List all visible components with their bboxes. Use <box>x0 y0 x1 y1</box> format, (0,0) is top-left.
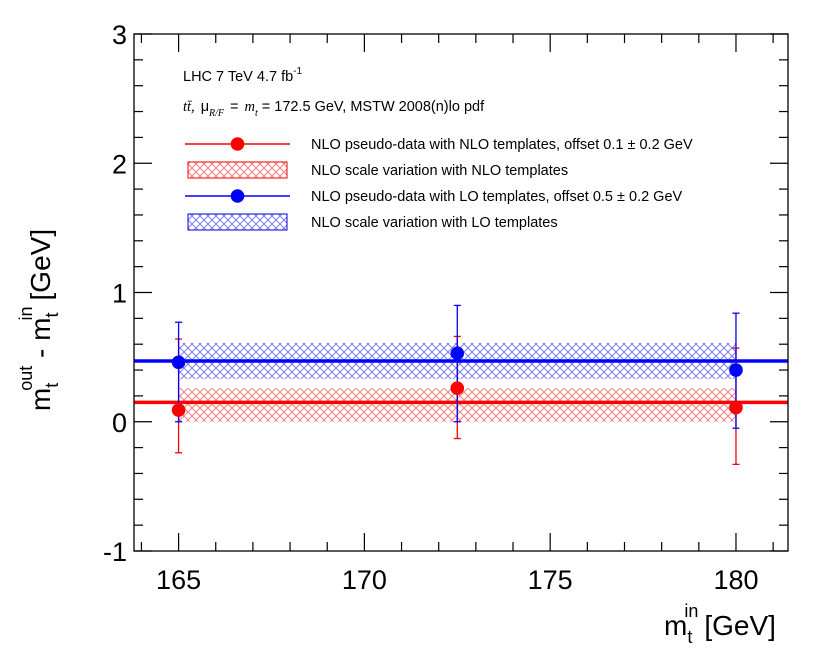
y-title-sub-1: t <box>42 383 62 388</box>
x-title-sup: in <box>684 601 698 621</box>
data-point-s2-p2 <box>450 346 465 361</box>
error-bar-s2-p2 <box>453 304 461 423</box>
legend-marker-symbol <box>230 137 245 151</box>
info-mu-sub: R/F <box>208 108 225 119</box>
legend-entry-1: NLO pseudo-data with NLO templates, offs… <box>185 137 693 153</box>
legend-band-symbol <box>187 213 288 231</box>
tick-labels: 165 170 175 180 -1 0 1 2 3 <box>103 20 759 595</box>
legend-label: NLO scale variation with LO templates <box>311 215 558 231</box>
legend-entry-2: NLO scale variation with NLO templates <box>187 161 568 179</box>
data-point-s1-p2 <box>450 381 465 395</box>
data-points-layer <box>171 346 743 417</box>
y-title-unit: [GeV] <box>25 229 56 301</box>
axis-ticks <box>134 33 788 552</box>
legend: NLO pseudo-data with NLO templates, offs… <box>185 137 693 231</box>
legend-label: NLO pseudo-data with LO templates, offse… <box>311 189 683 205</box>
info-line-2: tt̄, μR/F = mt = 172.5 GeV, MSTW 2008(n)lo p… <box>183 99 485 119</box>
x-title-sub: t <box>687 627 692 647</box>
legend-band-symbol <box>187 161 288 179</box>
data-point-s2-p1 <box>171 355 186 370</box>
y-title-minus: - m <box>25 318 56 366</box>
info-line-1-sup: -1 <box>293 66 302 77</box>
info-line-1: LHC 7 TeV 4.7 fb-1 <box>183 66 303 85</box>
info-rest: = 172.5 GeV, MSTW 2008(n)lo pdf <box>262 99 485 115</box>
info-tt: tt̄, <box>183 99 195 115</box>
legend-label: NLO pseudo-data with NLO templates, offs… <box>311 137 693 153</box>
data-point-s1-p3 <box>729 400 743 415</box>
x-tick-label: 165 <box>156 565 201 595</box>
x-title-base: m <box>664 610 687 641</box>
y-axis-title: mtout - mtin[GeV] <box>16 229 62 411</box>
info-line-1-main: LHC 7 TeV 4.7 fb <box>183 69 293 85</box>
info-eq: = <box>230 99 238 115</box>
x-axis-title: mt in [GeV] <box>664 601 776 647</box>
y-tick-label: 0 <box>112 408 127 438</box>
y-tick-label: 2 <box>112 149 127 179</box>
y-title-base-1: m <box>25 388 56 411</box>
y-tick-label: 3 <box>112 20 127 50</box>
data-point-s1-p1 <box>171 403 186 417</box>
info-mt-sub: t <box>255 108 258 119</box>
y-title-sup-in: in <box>16 306 36 320</box>
data-point-s2-p3 <box>729 363 743 377</box>
fit-lines-layer <box>134 359 788 405</box>
legend-entry-4: NLO scale variation with LO templates <box>187 213 558 231</box>
x-tick-label: 180 <box>713 565 758 595</box>
x-tick-label: 170 <box>342 565 387 595</box>
x-title-unit: [GeV] <box>704 610 776 641</box>
legend-label: NLO scale variation with NLO templates <box>311 163 568 179</box>
y-tick-label: -1 <box>103 537 127 567</box>
y-title-sup-out: out <box>16 366 36 391</box>
info-mt: m <box>245 99 255 115</box>
legend-marker-symbol <box>230 189 245 203</box>
x-tick-label: 175 <box>528 565 573 595</box>
y-tick-label: 1 <box>112 279 127 309</box>
y-title-sub-2: t <box>42 313 62 318</box>
legend-entry-3: NLO pseudo-data with LO templates, offse… <box>185 189 683 205</box>
info-mu: μ <box>201 99 209 115</box>
